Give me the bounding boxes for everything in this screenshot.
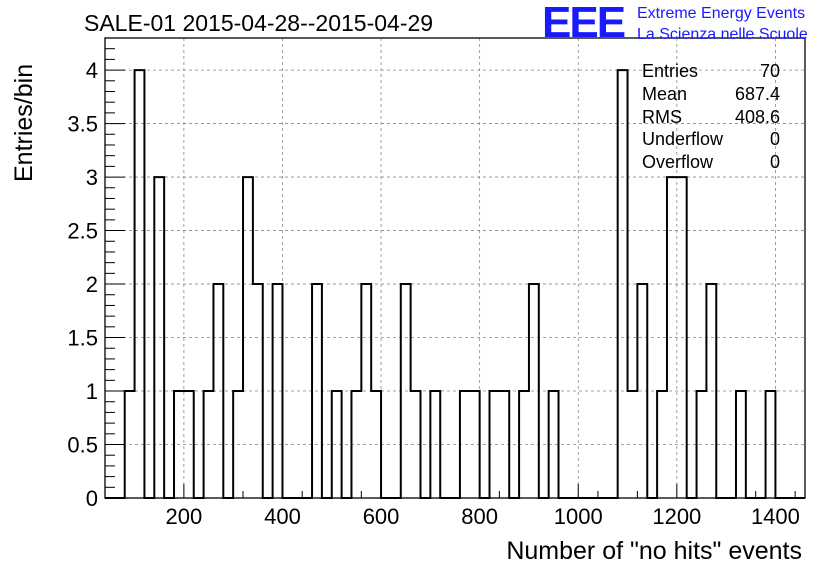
y-tick-label: 4	[86, 58, 98, 83]
x-tick-label: 800	[461, 504, 498, 529]
stat-value: 408.6	[734, 106, 780, 127]
stat-label: Underflow	[642, 129, 724, 150]
axis-ticks	[104, 37, 796, 499]
stat-value: 0	[769, 129, 780, 150]
y-tick-label: 3.5	[67, 112, 98, 137]
stat-label: Mean	[642, 83, 688, 104]
histogram-series	[105, 69, 805, 499]
y-tick-label: 1.5	[67, 326, 98, 351]
plot-frame	[104, 37, 806, 499]
x-tick-labels: 200 400 600 800 1000 1200 1400	[166, 504, 800, 529]
stat-row-overflow: Overflow 0	[642, 151, 780, 174]
x-tick-label: 1000	[554, 504, 603, 529]
logo-caption: Extreme Energy Events La Scienza nelle S…	[637, 3, 808, 45]
stat-row-mean: Mean 687.4	[642, 83, 780, 106]
stat-value: 687.4	[734, 83, 780, 104]
stat-value: 0	[769, 152, 780, 173]
y-tick-label: 3	[86, 165, 98, 190]
y-tick-label: 2	[86, 272, 98, 297]
x-tick-label: 400	[264, 504, 301, 529]
stat-label: RMS	[642, 106, 682, 127]
y-tick-label: 0.5	[67, 433, 98, 458]
stat-value: 70	[759, 61, 780, 81]
stats-box: Entries 70 Mean 687.4 RMS 408.6 Underflo…	[642, 60, 780, 174]
x-tick-label: 1400	[751, 504, 800, 529]
y-axis-label: Entries/bin	[10, 63, 38, 182]
x-tick-label: 600	[363, 504, 400, 529]
eee-logo: EEE	[542, 0, 626, 47]
chart-title: SALE-01 2015-04-28--2015-04-29	[84, 10, 434, 36]
stat-row-rms: RMS 408.6	[642, 106, 780, 129]
y-tick-label: 1	[86, 379, 98, 404]
logo-caption-line1: Extreme Energy Events	[637, 5, 806, 22]
x-tick-label: 200	[166, 504, 203, 529]
y-tick-label: 0	[86, 486, 98, 511]
stat-label: Entries	[642, 61, 699, 81]
x-axis-label: Number of "no hits" events	[506, 537, 802, 565]
logo-caption-line2: La Scienza nelle Scuole	[637, 26, 808, 43]
stat-row-underflow: Underflow 0	[642, 128, 780, 151]
stat-row-entries: Entries 70	[642, 60, 780, 83]
y-tick-label: 2.5	[67, 219, 98, 244]
y-tick-labels: 0 0.5 1 1.5 2 2.5 3 3.5 4	[67, 58, 98, 511]
x-tick-label: 1200	[652, 504, 701, 529]
stat-label: Overflow	[642, 152, 714, 173]
